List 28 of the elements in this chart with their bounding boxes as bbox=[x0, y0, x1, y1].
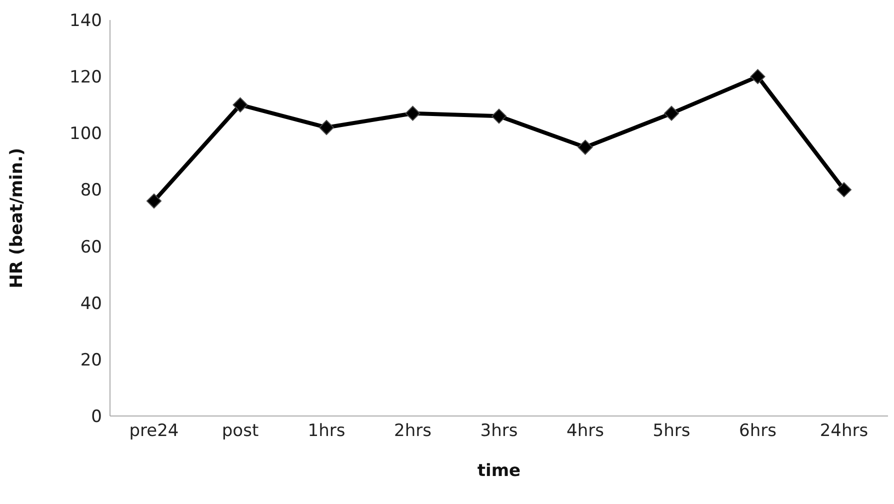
y-axis-title: HR (beat/min.) bbox=[7, 148, 28, 288]
x-tick-label: 4hrs bbox=[566, 421, 604, 442]
y-tick-label: 40 bbox=[80, 294, 102, 314]
x-tick-label: post bbox=[222, 421, 259, 442]
x-tick-label: 24hrs bbox=[820, 421, 868, 442]
x-tick-label: pre24 bbox=[129, 421, 179, 442]
x-tick-label: 6hrs bbox=[739, 421, 777, 442]
x-tick-label: 5hrs bbox=[652, 421, 690, 442]
x-tick-label: 2hrs bbox=[394, 421, 432, 442]
point bbox=[232, 97, 248, 112]
y-tick-label: 20 bbox=[80, 350, 102, 370]
y-tick-label: 80 bbox=[80, 180, 102, 201]
y-tick-label: 0 bbox=[91, 407, 102, 428]
x-tick-label: 3hrs bbox=[480, 421, 518, 442]
y-tick-label: 120 bbox=[70, 68, 102, 88]
point bbox=[146, 194, 162, 209]
point bbox=[492, 108, 506, 124]
point bbox=[405, 106, 420, 121]
y-tick-label: 100 bbox=[70, 124, 102, 144]
point bbox=[750, 69, 766, 84]
point bbox=[578, 140, 593, 155]
point bbox=[319, 120, 334, 135]
x-axis-title: time bbox=[477, 461, 521, 481]
x-tick-label: 1hrs bbox=[308, 421, 346, 442]
point bbox=[836, 182, 852, 198]
point bbox=[664, 106, 679, 121]
y-tick-label: 60 bbox=[80, 237, 102, 258]
y-tick-label: 140 bbox=[70, 11, 102, 32]
